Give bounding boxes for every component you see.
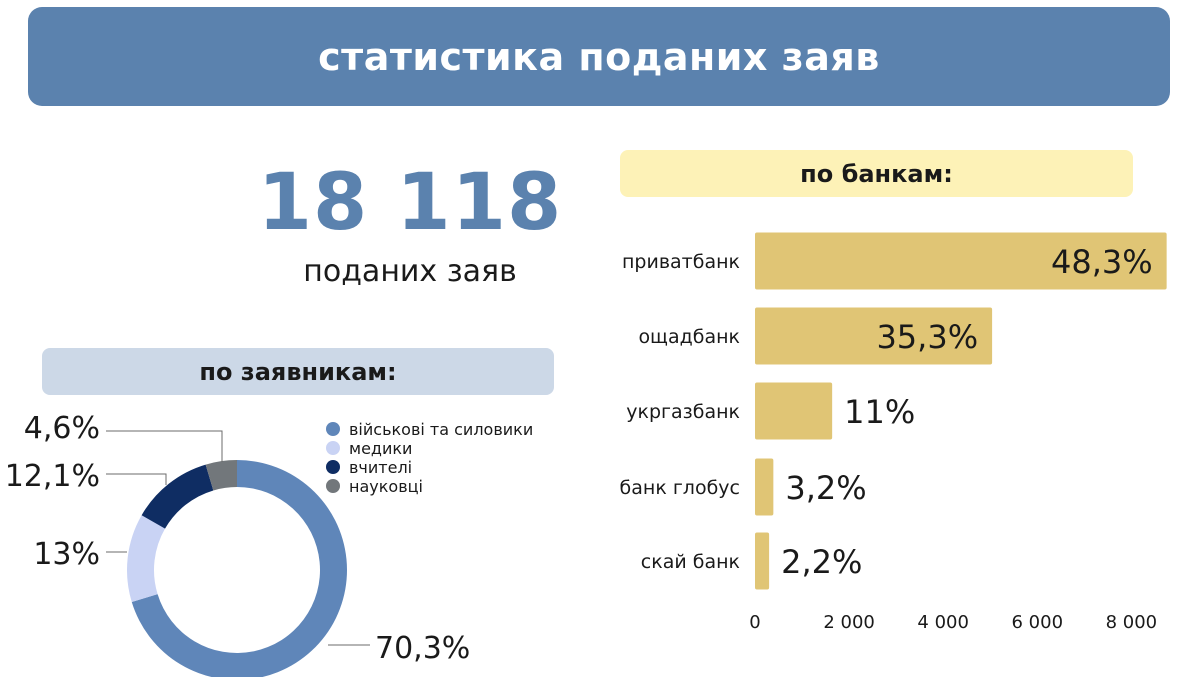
bar-value-label-3: 3,2% bbox=[785, 469, 866, 507]
x-tick-label-4: 8 000 bbox=[1106, 612, 1158, 633]
slice-label-3: 4,6% bbox=[24, 411, 100, 446]
leader-line-3 bbox=[106, 430, 223, 462]
bar-category-2: укргазбанк bbox=[626, 401, 740, 423]
bar-3 bbox=[755, 458, 774, 516]
total-count-label: поданих заяв bbox=[303, 254, 517, 289]
bar-value-label-0: 48,3% bbox=[1051, 243, 1153, 281]
legend-swatch-0 bbox=[326, 422, 340, 436]
bar-value-label-1: 35,3% bbox=[876, 318, 978, 356]
total-count: 18 118 bbox=[257, 158, 563, 248]
bar-category-0: приватбанк bbox=[622, 251, 740, 273]
donut-slice-2 bbox=[141, 464, 214, 529]
bar-1 bbox=[755, 307, 993, 365]
x-tick-label-2: 4 000 bbox=[917, 612, 969, 633]
x-tick-label-1: 2 000 bbox=[823, 612, 875, 633]
header-banner: статистика поданих заяв bbox=[28, 7, 1170, 106]
applicants-section-title: по заявникам: bbox=[42, 348, 554, 395]
legend-swatch-2 bbox=[326, 460, 340, 474]
x-tick-label-3: 6 000 bbox=[1012, 612, 1064, 633]
slice-label-1: 13% bbox=[33, 537, 100, 572]
bar-4 bbox=[755, 532, 770, 590]
legend-swatch-1 bbox=[326, 441, 340, 455]
slice-label-0: 70,3% bbox=[375, 631, 470, 666]
legend-label-2: вчителі bbox=[349, 458, 412, 477]
slice-label-2: 12,1% bbox=[5, 459, 100, 494]
bar-0 bbox=[755, 232, 1167, 290]
donut-slice-3 bbox=[205, 460, 237, 491]
bar-value-label-4: 2,2% bbox=[781, 543, 862, 581]
legend-swatch-3 bbox=[326, 479, 340, 493]
x-tick-label-0: 0 bbox=[749, 612, 760, 633]
legend-label-0: військові та силовики bbox=[349, 420, 533, 439]
bar-category-1: ощадбанк bbox=[638, 326, 740, 348]
page-title: статистика поданих заяв bbox=[318, 34, 880, 79]
legend-label-3: науковці bbox=[349, 477, 423, 496]
bar-value-label-2: 11% bbox=[844, 393, 915, 431]
bar-category-3: банк глобус bbox=[620, 477, 740, 499]
bar-2 bbox=[755, 382, 833, 440]
bar-category-4: скай банк bbox=[641, 551, 740, 573]
legend-label-1: медики bbox=[349, 439, 412, 458]
donut-slice-1 bbox=[127, 515, 166, 603]
banks-section-title: по банкам: bbox=[620, 150, 1133, 197]
leader-line-2 bbox=[106, 473, 167, 485]
